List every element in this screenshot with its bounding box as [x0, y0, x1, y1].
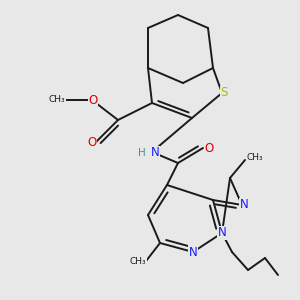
Text: N: N	[151, 146, 159, 160]
Text: O: O	[204, 142, 214, 154]
Text: O: O	[87, 136, 97, 149]
Text: N: N	[240, 199, 248, 212]
Text: H: H	[138, 148, 146, 158]
Text: CH₃: CH₃	[247, 154, 263, 163]
Text: N: N	[218, 226, 226, 239]
Text: CH₃: CH₃	[49, 95, 65, 104]
Text: N: N	[189, 245, 197, 259]
Text: O: O	[88, 94, 98, 106]
Text: S: S	[220, 86, 228, 100]
Text: CH₃: CH₃	[130, 257, 146, 266]
